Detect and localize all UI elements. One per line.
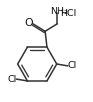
Text: Cl: Cl xyxy=(68,61,77,70)
Text: Cl: Cl xyxy=(7,75,16,84)
Text: O: O xyxy=(25,18,33,28)
Text: HCl: HCl xyxy=(60,9,76,18)
Text: NH₂: NH₂ xyxy=(51,7,68,16)
